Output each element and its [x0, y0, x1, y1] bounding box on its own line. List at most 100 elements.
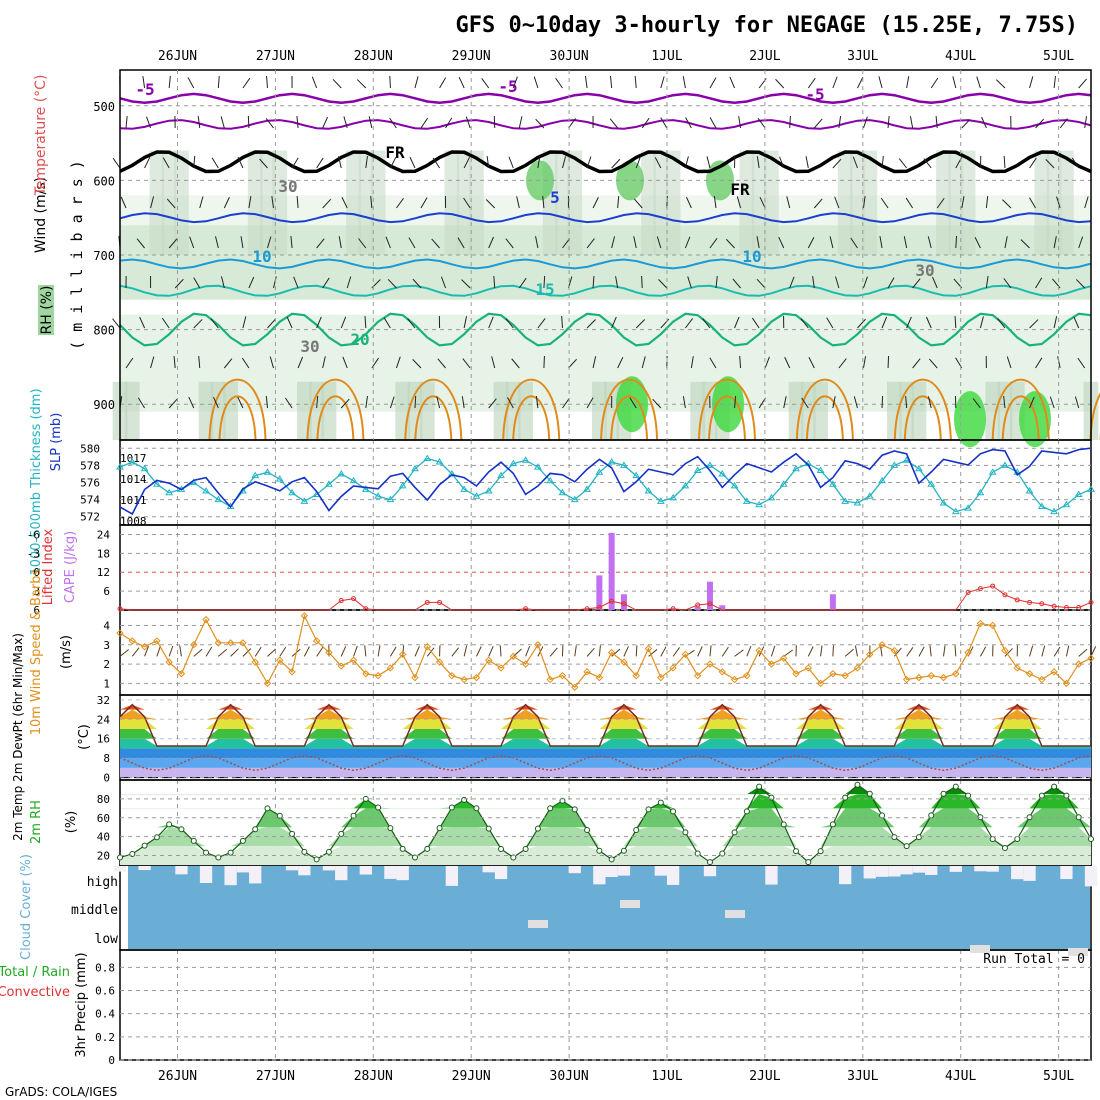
wind-barb [1029, 197, 1036, 209]
wind-barb [535, 118, 545, 129]
wind-barb [461, 279, 471, 289]
wind-barb [1041, 645, 1046, 657]
lifted-index-point [117, 606, 123, 612]
wind-barb [341, 197, 348, 209]
wind-barb [862, 276, 868, 289]
wind-barb [906, 647, 914, 657]
wind-barb [684, 318, 694, 329]
thickness-point [325, 480, 333, 487]
wind-barb [193, 648, 203, 657]
wind-speed-point [1087, 654, 1095, 663]
date-label-top: 28JUN [354, 49, 393, 64]
wind-barb [218, 648, 228, 657]
wind-barb [756, 236, 760, 249]
thickness-point [374, 492, 382, 499]
wind-barb [491, 356, 496, 369]
wind-barb [1084, 116, 1088, 129]
wind-speed-point [534, 641, 542, 649]
wind-barb [346, 276, 352, 289]
wind-barb [223, 358, 233, 369]
wind-barb [985, 276, 989, 289]
thickness-point [779, 480, 788, 487]
wind-barb [835, 276, 840, 289]
cloud-high-gap [974, 866, 987, 872]
wind-barb [1053, 316, 1058, 329]
pressure-tick: 500 [93, 100, 115, 114]
wind-barb [629, 397, 637, 409]
thickness-point [447, 469, 456, 477]
cloud-high-gap [900, 866, 913, 875]
wind-barb [303, 646, 310, 657]
wind-barb [311, 76, 318, 89]
rh-point [1001, 845, 1008, 851]
wind-barb [617, 356, 624, 369]
date-label-bottom: 29JUN [452, 1069, 491, 1084]
rh-point [387, 825, 394, 832]
wind-speed-point [571, 683, 579, 691]
wind-barb [488, 236, 494, 249]
thickness-point [939, 499, 948, 506]
thickness-point [693, 466, 702, 474]
wind-barb [862, 356, 867, 369]
thickness-point [128, 457, 137, 465]
wind-barb [660, 76, 665, 89]
temperature-contour-warm [1089, 392, 1100, 441]
wind-barb [537, 156, 541, 169]
wind-speed-point [767, 660, 776, 668]
wind-barb [1074, 396, 1080, 409]
rh-patch [358, 150, 374, 255]
wind-barb [732, 278, 741, 289]
pressure-tick: 700 [93, 249, 115, 263]
wind-barb [832, 76, 838, 89]
wind-barb [193, 319, 203, 329]
wind-barb [368, 116, 373, 129]
rh-patch [419, 381, 435, 440]
lifted-index-point [596, 604, 602, 610]
wind-speed-point [337, 662, 345, 670]
wind-barb [377, 645, 381, 657]
wind-barb [414, 395, 417, 409]
wind-speed-point [595, 673, 604, 682]
wind-barb [343, 116, 348, 129]
temp-tick: 24 [97, 713, 111, 726]
cape-bar [694, 606, 701, 610]
wind-barb [789, 276, 795, 289]
rh-point [903, 843, 910, 850]
temperature-contour-warm [512, 395, 551, 441]
wind-barb [197, 116, 201, 129]
cloud-fill [128, 866, 1090, 949]
wind-barb [370, 196, 373, 209]
thickness-tick: 574 [80, 494, 100, 507]
wind-barb [389, 396, 395, 409]
wind-barb [174, 278, 184, 289]
wind-barb [1078, 648, 1088, 657]
wind-barb [887, 116, 890, 129]
wind-speed-point [583, 668, 591, 676]
temp-tick: 32 [97, 694, 110, 707]
contour-label: FR [385, 143, 405, 162]
thickness-point [878, 476, 886, 484]
wind-tick: 3 [103, 639, 110, 652]
lifted-index-point [695, 602, 701, 608]
temperature-contour [119, 312, 1092, 347]
wind-barb [770, 645, 776, 657]
thickness-label: 1000-500mb Thickness (dm) [29, 388, 44, 575]
rh-point [448, 804, 455, 811]
wind-barb [508, 156, 514, 169]
wind-barb [853, 396, 858, 409]
wind-barb [826, 317, 834, 329]
sounding-var-labels: Wind (m/s)Temperature (°C) [33, 75, 49, 254]
wind-barb [682, 396, 686, 409]
cloud-high-gap [568, 866, 581, 874]
precip-tick: 0.2 [95, 1031, 115, 1044]
wind-speed-point [140, 642, 149, 651]
wind-barb [286, 316, 293, 329]
wind-barb [1002, 199, 1012, 209]
contour-label: -5 [135, 80, 154, 99]
wind-barb [672, 647, 680, 657]
wind-barb [212, 396, 219, 409]
wind-speed-point [939, 673, 948, 682]
rh-point [375, 804, 382, 811]
wind-barb [488, 398, 497, 409]
rh-point [940, 790, 947, 797]
